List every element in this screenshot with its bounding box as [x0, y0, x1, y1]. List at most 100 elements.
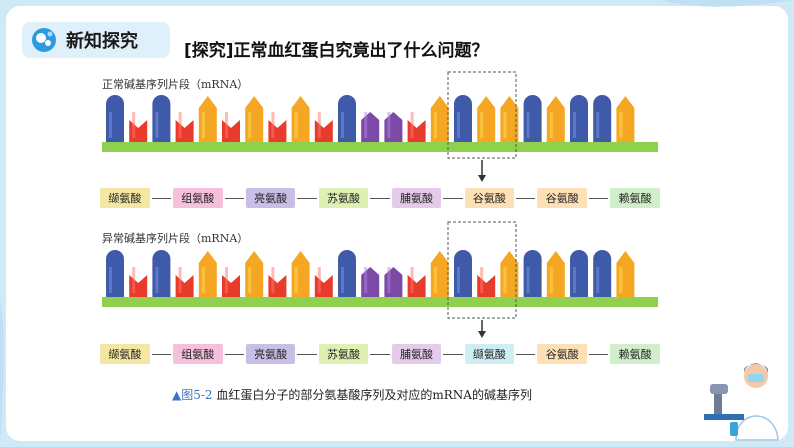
abnormal-base-G [616, 251, 635, 297]
normal-base-U [222, 120, 240, 142]
normal-base-U [129, 120, 148, 142]
normal-amino-acid: 亮氨酸 [245, 188, 296, 208]
peptide-bond [224, 353, 244, 355]
abnormal-base-G [198, 251, 217, 297]
abnormal-base-highlight [248, 267, 252, 293]
abnormal-base-highlight [155, 267, 159, 293]
abnormal-base-U [268, 275, 287, 297]
normal-amino-acid: 谷氨酸 [464, 188, 515, 208]
normal-base-A [570, 95, 588, 142]
peptide-bond [589, 197, 609, 199]
abnormal-amino-acid-row: 缬氨酸 组氨酸 亮氨酸 苏氨酸 脯氨酸 缬氨酸 谷氨酸 赖氨酸 [100, 342, 661, 366]
normal-base-C [361, 112, 380, 142]
abnormal-base-highlight [457, 267, 460, 293]
section-badge: 新知探究 [22, 22, 170, 58]
abnormal-amino-acid: 苏氨酸 [318, 344, 369, 364]
peptide-bond [443, 353, 463, 355]
abnormal-base-highlight [225, 267, 228, 293]
abnormal-amino-acid: 谷氨酸 [537, 344, 588, 364]
normal-base-A [338, 95, 356, 142]
normal-base-A [152, 95, 171, 142]
normal-base-highlight [433, 112, 437, 138]
normal-base-highlight [294, 112, 298, 138]
normal-base-A [454, 95, 472, 142]
abnormal-base-U [407, 275, 426, 297]
abnormal-base-highlight [132, 267, 136, 293]
abnormal-base-A [454, 250, 472, 297]
abnormal-amino-acid: 缬氨酸 [100, 344, 150, 364]
abnormal-base-highlight [294, 267, 298, 293]
figure-number: ▲图5-2 [172, 388, 213, 402]
abnormal-base-C [361, 267, 380, 297]
abnormal-base-highlight [433, 267, 437, 293]
abnormal-base-G [430, 251, 449, 297]
page-title: [探究]正常血红蛋白究竟出了什么问题？ [184, 41, 489, 61]
abnormal-base-G [291, 251, 310, 297]
abnormal-base-U [477, 275, 496, 297]
normal-amino-acid: 赖氨酸 [610, 188, 661, 208]
abnormal-base-C [384, 267, 403, 297]
abnormal-base-highlight [410, 267, 414, 293]
normal-base-highlight [364, 112, 368, 138]
abnormal-base-U [314, 275, 333, 297]
abnormal-amino-acid: 脯氨酸 [391, 344, 442, 364]
normal-base-U [407, 120, 426, 142]
abnormal-base-highlight [526, 267, 530, 293]
normal-sequence-label: 正常碱基序列片段（mRNA） [102, 78, 249, 91]
peptide-bond [370, 197, 390, 199]
normal-arrow-icon-head [478, 175, 486, 182]
abnormal-base-U [129, 275, 148, 297]
normal-base-highlight [248, 112, 252, 138]
abnormal-base-highlight [201, 267, 205, 293]
normal-base-highlight [480, 112, 484, 138]
figure-caption: ▲图5-2 血红蛋白分子的部分氨基酸序列及对应的mRNA的碱基序列 [172, 386, 532, 403]
normal-base-highlight [387, 112, 391, 138]
normal-base-G [291, 96, 310, 142]
normal-base-highlight [526, 112, 530, 138]
peptide-bond [443, 197, 463, 199]
normal-base-highlight [155, 112, 159, 138]
normal-amino-acid: 脯氨酸 [391, 188, 442, 208]
abnormal-sequence-label: 异常碱基序列片段（mRNA） [102, 232, 249, 245]
normal-base-highlight [619, 112, 623, 138]
abnormal-base-highlight [364, 267, 368, 293]
abnormal-base-highlight [573, 267, 576, 293]
normal-amino-acid-row: 缬氨酸 组氨酸 亮氨酸 苏氨酸 脯氨酸 谷氨酸 谷氨酸 赖氨酸 [100, 186, 661, 210]
normal-base-U [314, 120, 333, 142]
peptide-bond [151, 197, 171, 199]
normal-base-C [384, 112, 403, 142]
abnormal-base-highlight [317, 267, 321, 293]
normal-base-A [106, 95, 124, 142]
abnormal-base-U [222, 275, 240, 297]
peptide-bond [151, 353, 171, 355]
normal-base-highlight [132, 112, 136, 138]
abnormal-base-A [338, 250, 356, 297]
peptide-bond [224, 197, 244, 199]
normal-amino-acid: 苏氨酸 [318, 188, 369, 208]
abnormal-amino-acid: 赖氨酸 [610, 344, 661, 364]
abnormal-base-highlight [549, 267, 553, 293]
normal-base-U [175, 120, 194, 142]
abnormal-base-G [245, 251, 264, 297]
abnormal-base-A [570, 250, 588, 297]
normal-base-highlight [201, 112, 205, 138]
peptide-bond [370, 353, 390, 355]
normal-base-highlight [596, 112, 600, 138]
abnormal-base-A [152, 250, 171, 297]
abnormal-base-A [106, 250, 124, 297]
normal-base-highlight [573, 112, 576, 138]
abnormal-base-highlight [503, 267, 507, 293]
abnormal-base-A [523, 250, 542, 297]
normal-base-highlight [503, 112, 507, 138]
normal-base-G [546, 96, 565, 142]
abnormal-amino-acid: 组氨酸 [172, 344, 223, 364]
normal-amino-acid: 谷氨酸 [537, 188, 588, 208]
peptide-bond [589, 353, 609, 355]
logo-icon [32, 28, 56, 52]
normal-base-A [593, 95, 612, 142]
normal-base-highlight [341, 112, 344, 138]
normal-base-highlight [410, 112, 414, 138]
peptide-bond [516, 353, 536, 355]
normal-base-G [616, 96, 635, 142]
abnormal-base-highlight [178, 267, 182, 293]
